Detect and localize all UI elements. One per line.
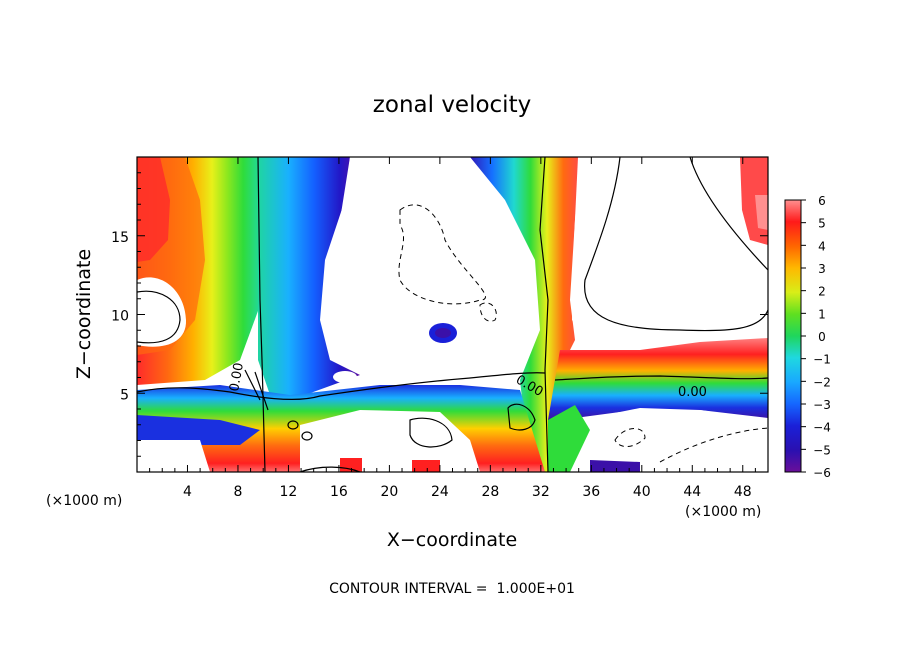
colorbar-tick-label: 4: [818, 239, 826, 253]
low-level-jet: [548, 338, 768, 420]
x-unit-label-right: (×1000 m): [685, 504, 761, 520]
x-tick-label: 36: [582, 484, 600, 500]
colorbar-tick-label: −3: [813, 398, 831, 412]
x-tick-label: 20: [380, 484, 398, 500]
calm-region-left: [137, 277, 187, 347]
y-tick-label: 5: [120, 387, 129, 403]
x-tick-label: 40: [633, 484, 651, 500]
negative-contours: [398, 204, 768, 463]
calm-region-center: [335, 157, 530, 372]
y-tick-label: 10: [111, 309, 129, 325]
contour-label: 0.00: [227, 362, 247, 393]
colorbar-tick-label: 0: [818, 330, 826, 344]
colorbar-tick-label: 5: [818, 217, 826, 231]
x-axis-label: X−coordinate: [387, 529, 517, 551]
x-unit-label-left: (×1000 m): [46, 493, 122, 509]
y-axis-label: Z−coordinate: [73, 249, 95, 379]
colorbar-scale: [784, 199, 802, 473]
x-tick-label: 44: [683, 484, 701, 500]
chart-title: zonal velocity: [373, 92, 531, 118]
x-tick-label: 16: [330, 484, 348, 500]
contour-label: 0.00: [678, 385, 707, 400]
colorbar-tick-label: 2: [818, 285, 826, 299]
colorbar-tick-label: 3: [818, 262, 826, 276]
colorbar-tick-label: −2: [813, 375, 831, 389]
x-tick-label: 32: [532, 484, 550, 500]
contour-interval-note: CONTOUR INTERVAL = 1.000E+01: [329, 581, 575, 597]
vertical-jet: [470, 157, 580, 472]
x-tick-label: 12: [280, 484, 298, 500]
y-axis: 5 10 15: [111, 172, 768, 457]
x-tick-label: 8: [233, 484, 242, 500]
x-tick-label: 4: [183, 484, 192, 500]
x-axis: 4 8 12 16 20 24 28 32 36 40 44 48: [149, 157, 756, 500]
y-tick-label: 15: [111, 230, 129, 246]
colorbar-tick-label: −6: [813, 466, 831, 480]
colorbar-tick-label: −1: [813, 353, 831, 367]
calm-region-right: [572, 157, 768, 358]
colorbar-tick-label: −5: [813, 443, 831, 457]
contour-lines: [137, 157, 768, 472]
cool-column: [258, 157, 360, 395]
colorbar: 6 5 4 3 2 1 0 −1 −2 −3 −4 −5 −6: [784, 194, 831, 480]
x-tick-label: 28: [481, 484, 499, 500]
plot-area: [137, 157, 768, 472]
colorbar-tick-label: 1: [818, 307, 826, 321]
x-tick-label: 48: [734, 484, 752, 500]
colorbar-tick-label: −4: [813, 421, 831, 435]
colorbar-tick-label: 6: [818, 194, 826, 208]
x-tick-label: 24: [431, 484, 449, 500]
